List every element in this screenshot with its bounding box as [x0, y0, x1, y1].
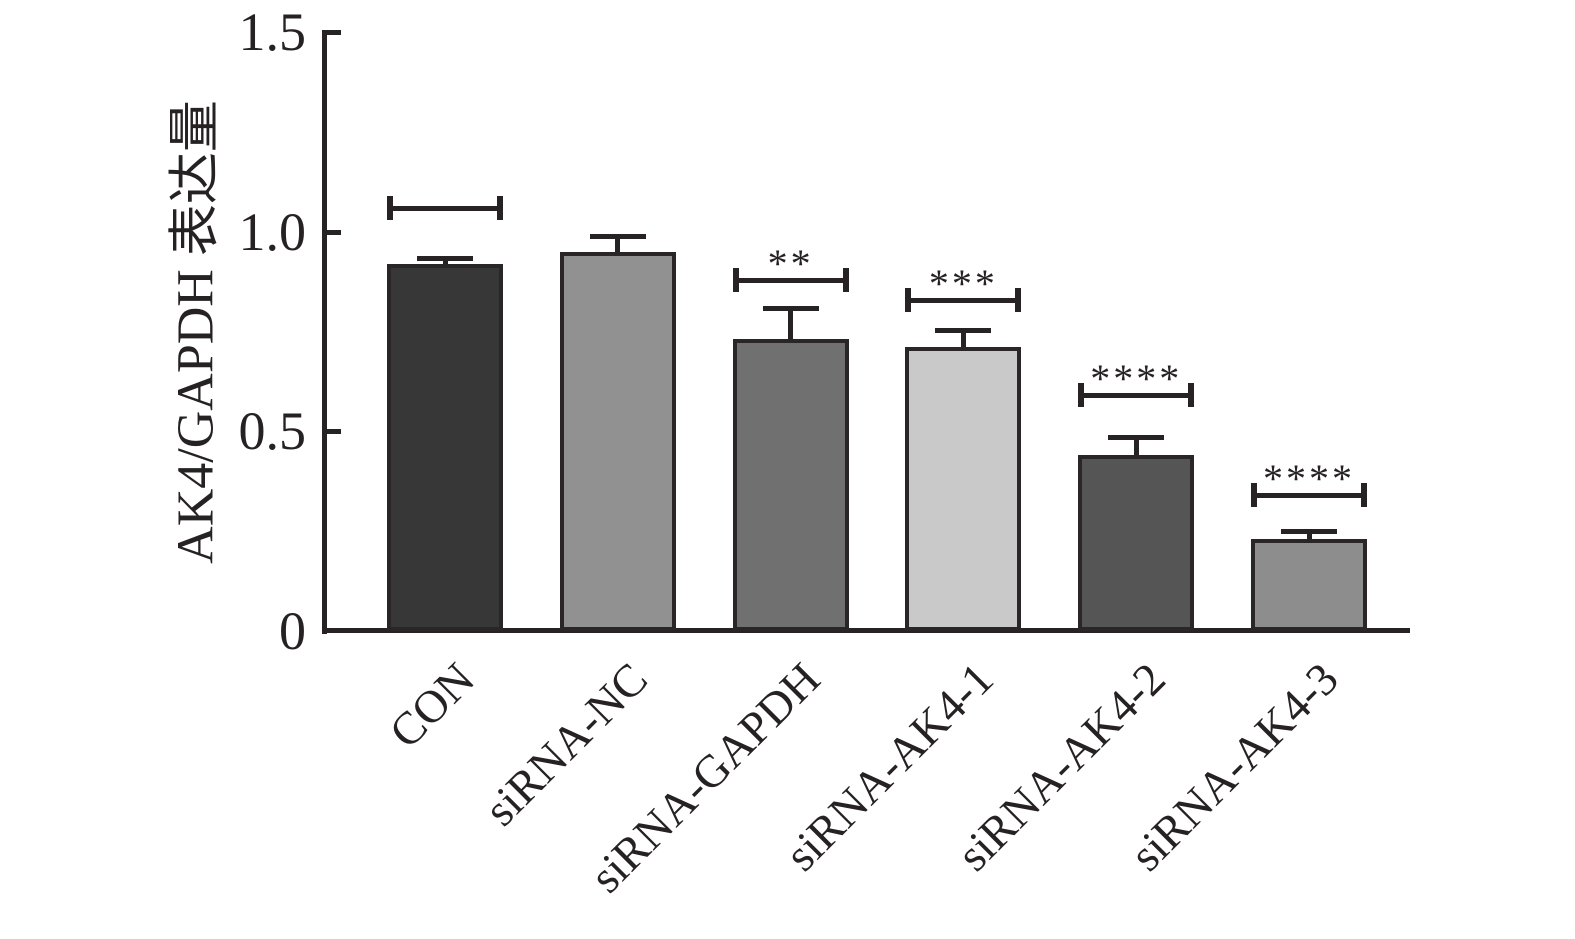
y-tick-label: 0 — [279, 601, 306, 661]
bar-sirna-ak4-2 — [1078, 455, 1195, 631]
error-bar-stem — [960, 329, 966, 348]
significance-bracket-line — [1251, 493, 1367, 499]
y-tick — [327, 429, 341, 435]
x-axis-line — [322, 628, 1410, 633]
y-tick — [327, 30, 341, 35]
significance-bracket-cap-right — [497, 195, 503, 220]
significance-bracket-line — [732, 277, 849, 283]
error-bar-stem — [1306, 531, 1312, 540]
significance-bracket-cap-left — [387, 195, 393, 220]
significance-bracket-cap-left — [1078, 383, 1085, 408]
significance-label: *** — [928, 260, 998, 306]
error-bar-stem — [1133, 437, 1139, 456]
x-tick-label-con: CON — [379, 652, 484, 758]
error-bar-cap — [417, 255, 473, 261]
significance-bracket-cap-right — [842, 267, 849, 292]
error-bar-cap — [762, 305, 819, 311]
error-bar-stem — [788, 307, 794, 340]
significance-label: **** — [1263, 456, 1355, 502]
error-bar-cap — [1281, 529, 1337, 535]
y-tick-label: 0.5 — [238, 401, 307, 462]
error-bar-cap — [935, 327, 992, 333]
significance-bracket-cap-right — [1015, 287, 1022, 312]
x-tick-label-sirna-nc: siRNA-NC — [474, 652, 657, 836]
significance-label: ** — [767, 240, 814, 286]
bar-sirna-nc — [559, 251, 676, 631]
significance-bracket-line — [387, 205, 503, 211]
significance-bracket-line — [905, 297, 1022, 303]
significance-label: **** — [1090, 356, 1183, 402]
error-bar-stem — [615, 235, 621, 252]
significance-bracket-cap-left — [905, 287, 912, 312]
significance-bracket-line — [1078, 393, 1195, 399]
y-tick — [327, 229, 341, 235]
bar-sirna-ak4-1 — [905, 347, 1022, 631]
y-axis-title: AK4/GAPDH 表达量 — [167, 100, 225, 564]
bar-sirna-gapdh — [732, 339, 849, 631]
significance-bracket-cap-right — [1188, 383, 1195, 408]
y-axis-line — [322, 30, 327, 634]
error-bar-cap — [589, 233, 646, 239]
y-tick-label: 1.5 — [238, 2, 307, 62]
error-bar-cap — [1108, 435, 1165, 441]
y-tick-label: 1.0 — [238, 201, 307, 262]
bar-sirna-ak4-3 — [1251, 539, 1367, 631]
significance-bracket-cap-left — [732, 267, 739, 292]
significance-bracket-cap-right — [1361, 483, 1367, 508]
bar-con — [387, 263, 503, 631]
significance-bracket-cap-left — [1251, 483, 1257, 508]
